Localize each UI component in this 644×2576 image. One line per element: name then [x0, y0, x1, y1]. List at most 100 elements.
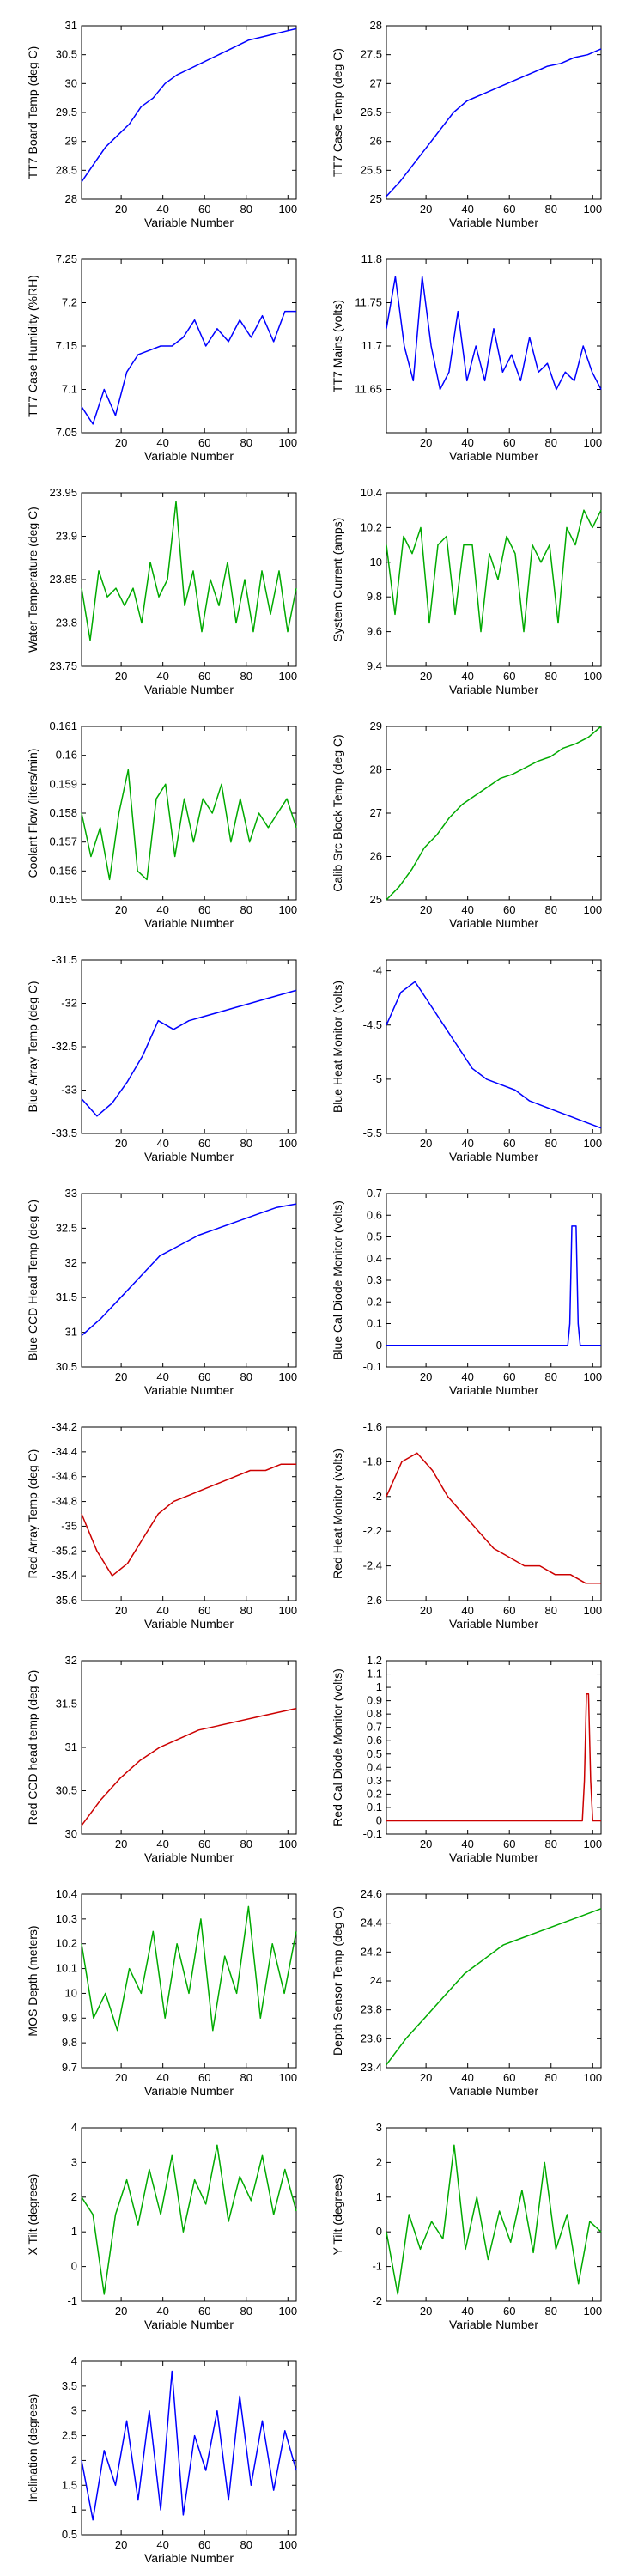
x-tick-label: 60 [198, 2305, 210, 2318]
x-axis-label: Variable Number [449, 683, 538, 696]
y-tick-label: 0.3 [367, 1273, 382, 1286]
y-tick-label: 29 [370, 720, 382, 732]
y-tick-label: -2 [372, 1490, 382, 1503]
x-tick-label: 60 [503, 903, 515, 916]
y-tick-label: -2 [372, 2294, 382, 2307]
y-tick-label: -1 [67, 2294, 77, 2307]
y-tick-label: 27.5 [361, 48, 382, 61]
y-tick-label: 30.5 [56, 1784, 77, 1797]
y-axis-label: MOS Depth (meters) [26, 1925, 39, 2036]
series-line [81, 1905, 297, 2032]
y-tick-label: 0.8 [367, 1707, 382, 1720]
x-tick-label: 20 [420, 670, 432, 683]
y-tick-label: 32.5 [56, 1221, 77, 1234]
y-tick-label: 31.5 [56, 1291, 77, 1303]
x-axis-label: Variable Number [449, 1617, 538, 1631]
y-tick-label: 23.95 [49, 486, 77, 499]
y-axis-label: Coolant Flow (liters/min) [26, 749, 39, 878]
series-line [386, 981, 602, 1129]
x-tick-label: 20 [115, 1604, 127, 1617]
x-tick-label: 80 [545, 2071, 557, 2084]
x-tick-label: 60 [198, 1604, 210, 1617]
y-axis-label: Calib Src Block Temp (deg C) [331, 734, 344, 891]
y-tick-label: 9.7 [62, 2061, 77, 2074]
y-tick-label: 0.3 [367, 1774, 382, 1787]
y-tick-label: 27 [370, 76, 382, 89]
y-tick-label: -34.8 [52, 1495, 77, 1508]
y-axis-label: TT7 Mains (volts) [331, 300, 344, 392]
y-axis-label: Blue Cal Diode Monitor (volts) [331, 1200, 344, 1360]
tt7-mains-chart: 11.65 11.7 11.75 11.8 20 40 60 80 100 Variable Nu… [331, 252, 602, 463]
plot-frame [386, 25, 602, 200]
y-tick-label: -32.5 [52, 1040, 77, 1053]
x-axis-label: Variable Number [449, 916, 538, 930]
x-tick-label: 20 [420, 1137, 432, 1150]
y-tick-label: 0.161 [49, 720, 77, 732]
x-tick-label: 60 [198, 670, 210, 683]
x-tick-label: 80 [240, 1370, 252, 1383]
series-line [81, 1463, 296, 1577]
x-tick-label: 40 [461, 2071, 473, 2084]
series-line [81, 989, 297, 1117]
x-tick-label: 40 [461, 903, 473, 916]
y-tick-label: 25.5 [361, 163, 382, 176]
y-tick-label: -33.5 [52, 1127, 77, 1139]
series-line [386, 1693, 601, 1822]
y-tick-label: 10.1 [56, 1962, 77, 1975]
y-tick-label: -34.4 [52, 1445, 77, 1458]
series-line [81, 27, 297, 183]
x-tick-label: 80 [240, 670, 252, 683]
depth-sensor-temp-chart: 23.4 23.6 23.8 24 24.2 24.4 24.6 20 40 60 80 100 Var… [331, 1887, 602, 2098]
x-tick-label: 60 [198, 2071, 210, 2084]
y-tick-label: -1.8 [363, 1455, 382, 1467]
y-axis-label: Blue Heat Monitor (volts) [331, 981, 344, 1113]
y-tick-label: 10.3 [56, 1912, 77, 1925]
x-tick-label: 40 [156, 436, 168, 449]
x-axis-label: Variable Number [449, 2318, 538, 2331]
y-tick-label: 28 [370, 763, 382, 776]
y-tick-label: -34.2 [52, 1420, 77, 1433]
y-tick-label: -0.1 [363, 1360, 382, 1373]
blue-heat-monitor-chart: -5.5 -5 -4.5 -4 20 40 60 80 100 Variable Number Bl… [331, 959, 602, 1163]
plot-frame [386, 1193, 602, 1368]
x-tick-label: 80 [545, 670, 557, 683]
blue-cal-diode-monitor-chart: -0.1 0 0.1 0.2 0.3 0.4 0.5 0.6 0.7 20 40 60 80 100 Var… [331, 1187, 602, 1397]
x-axis-label: Variable Number [144, 449, 234, 463]
x-tick-label: 40 [156, 203, 168, 216]
y-tick-label: 31.5 [56, 1698, 77, 1710]
x-axis-label: Variable Number [144, 2084, 234, 2098]
plot-frame [386, 1893, 602, 2069]
x-tick-label: 20 [115, 903, 127, 916]
y-tick-label: 11.7 [361, 339, 382, 352]
y-tick-label: 0.2 [367, 1787, 382, 1800]
y-tick-label: 0.2 [367, 1295, 382, 1308]
y-tick-label: 10.2 [56, 1937, 77, 1950]
y-tick-label: 11.65 [355, 383, 382, 396]
y-tilt-chart: -2 -1 0 1 2 3 20 40 60 80 100 Variable Number Y Tilt… [331, 2121, 602, 2331]
x-tick-label: 60 [503, 2071, 515, 2084]
x-tick-label: 80 [240, 1137, 252, 1150]
plot-frame [386, 726, 602, 901]
x-tick-label: 20 [420, 1370, 432, 1383]
y-tick-label: 0.16 [56, 749, 77, 762]
x-tick-label: 60 [503, 1838, 515, 1850]
y-tick-label: -1 [372, 2260, 382, 2273]
x-axis-label: Variable Number [449, 2084, 538, 2098]
x-tick-label: 20 [115, 1137, 127, 1150]
series-line [386, 509, 602, 633]
y-tick-label: -2.6 [363, 1594, 382, 1607]
x-tick-label: 20 [115, 203, 127, 216]
blue-array-temp-chart: -33.5 -33 -32.5 -32 -31.5 20 40 60 80 100 Variable… [26, 953, 297, 1163]
y-tick-label: -35.6 [52, 1594, 77, 1607]
y-tick-label: 4 [71, 2354, 77, 2367]
y-tick-label: 11.8 [361, 252, 382, 265]
plot-frame [81, 959, 297, 1134]
y-tick-label: 31 [65, 19, 77, 32]
plot-frame [386, 1426, 602, 1601]
series-line [81, 769, 297, 881]
x-tick-label: 100 [583, 903, 602, 916]
plot-frame [81, 258, 297, 434]
tt7-case-humidity-chart: 7.05 7.1 7.15 7.2 7.25 20 40 60 80 100 Variable Nu… [26, 252, 297, 463]
y-tick-label: 11.75 [355, 296, 382, 309]
x-tick-label: 40 [461, 1370, 473, 1383]
